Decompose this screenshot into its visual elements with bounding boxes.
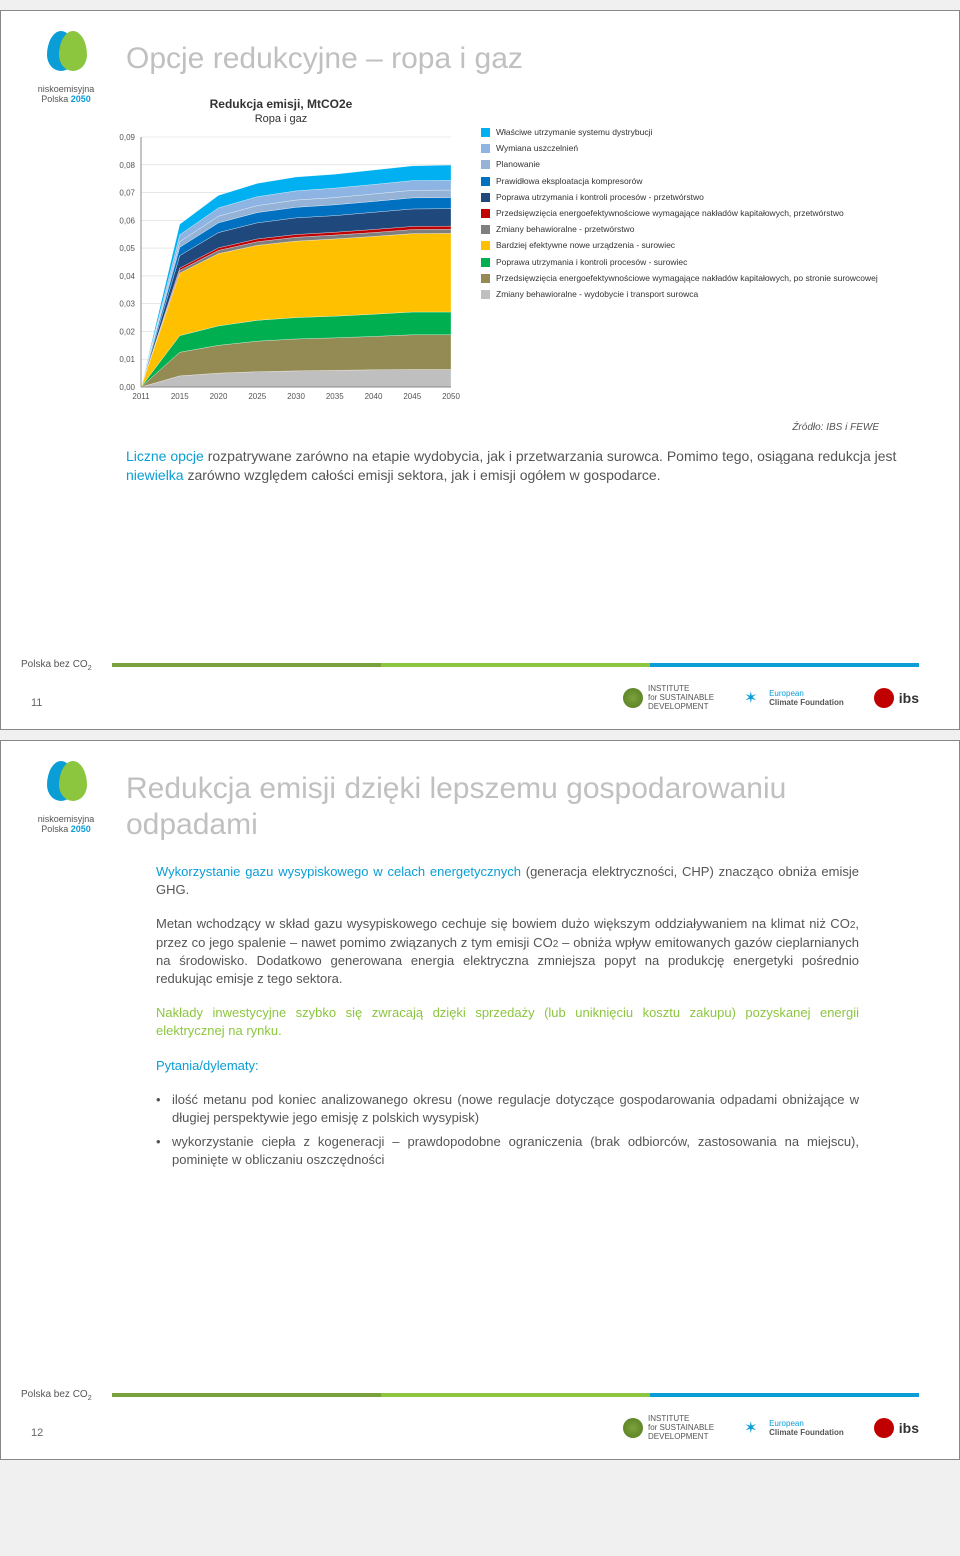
- legend-swatch: [481, 274, 490, 283]
- bullet-item: wykorzystanie ciepła z kogeneracji – pra…: [156, 1133, 859, 1169]
- chart-source: Źródło: IBS i FEWE: [41, 422, 879, 433]
- footer-logos: INSTITUTEfor SUSTAINABLEDEVELOPMENT ✶Eur…: [623, 684, 919, 711]
- svg-text:2011: 2011: [132, 392, 150, 401]
- chart-legend: Właściwe utrzymanie systemu dystrybucji W…: [481, 97, 919, 416]
- svg-text:0,07: 0,07: [119, 189, 135, 198]
- footer-bar: Polska bez CO2: [21, 661, 919, 669]
- chart-block: Redukcja emisji, MtCO2e Ropa i gaz 0,000…: [101, 97, 919, 416]
- legend-swatch: [481, 290, 490, 299]
- logo: niskoemisyjna Polska 2050: [21, 31, 111, 105]
- slide2-p1: Wykorzystanie gazu wysypiskowego w celac…: [156, 863, 859, 899]
- svg-text:2050: 2050: [442, 392, 460, 401]
- logo-ibs: ibs: [874, 1418, 919, 1438]
- legend-item: Właściwe utrzymanie systemu dystrybucji: [481, 127, 919, 137]
- slide-1: niskoemisyjna Polska 2050 Opcje redukcyj…: [0, 10, 960, 730]
- legend-item: Poprawa utrzymania i kontroli procesów -…: [481, 257, 919, 267]
- svg-text:0,09: 0,09: [119, 133, 135, 142]
- legend-swatch: [481, 128, 490, 137]
- bullet-item: ilość metanu pod koniec analizowanego ok…: [156, 1091, 859, 1127]
- page-number: 12: [31, 1427, 43, 1439]
- logo-isd: INSTITUTEfor SUSTAINABLEDEVELOPMENT: [623, 684, 714, 711]
- legend-label: Przedsięwzięcia energoefektywnościowe wy…: [496, 273, 878, 283]
- footer-brand: Polska bez CO2: [21, 659, 92, 672]
- legend-label: Przedsięwzięcia energoefektywnościowe wy…: [496, 208, 844, 218]
- svg-text:0,04: 0,04: [119, 272, 135, 281]
- legend-swatch: [481, 241, 490, 250]
- svg-text:0,01: 0,01: [119, 355, 135, 364]
- area-chart: 0,00 0,01 0,02 0,03 0,04 0,05 0,06 0,07 0,08 0,09…: [101, 131, 461, 411]
- logo-year: 2050: [71, 94, 91, 104]
- svg-text:0,02: 0,02: [119, 327, 135, 336]
- svg-text:2030: 2030: [287, 392, 305, 401]
- logo-ecf: ✶EuropeanClimate Foundation: [744, 688, 844, 708]
- footer-logos: INSTITUTEfor SUSTAINABLEDEVELOPMENT ✶Eur…: [623, 1414, 919, 1441]
- slide2-bullets: ilość metanu pod koniec analizowanego ok…: [156, 1091, 859, 1170]
- page-number: 11: [31, 697, 42, 709]
- legend-label: Poprawa utrzymania i kontroli procesów -…: [496, 257, 687, 267]
- legend-swatch: [481, 160, 490, 169]
- logo-ibs: ibs: [874, 688, 919, 708]
- legend-item: Prawidłowa eksploatacja kompresorów: [481, 176, 919, 186]
- legend-label: Planowanie: [496, 159, 540, 169]
- svg-text:0,00: 0,00: [119, 383, 135, 392]
- svg-text:2015: 2015: [171, 392, 189, 401]
- legend-item: Zmiany behawioralne - przetwórstwo: [481, 224, 919, 234]
- chart-title: Redukcja emisji, MtCO2e: [101, 97, 461, 111]
- svg-text:0,06: 0,06: [119, 216, 135, 225]
- svg-text:0,05: 0,05: [119, 244, 135, 253]
- legend-swatch: [481, 144, 490, 153]
- legend-item: Planowanie: [481, 159, 919, 169]
- legend-swatch: [481, 209, 490, 218]
- svg-text:2025: 2025: [248, 392, 266, 401]
- svg-text:2035: 2035: [326, 392, 344, 401]
- footer-bar: Polska bez CO2: [21, 1391, 919, 1399]
- slide-2: niskoemisyjna Polska 2050 Redukcja emisj…: [0, 740, 960, 1460]
- legend-swatch: [481, 225, 490, 234]
- legend-label: Poprawa utrzymania i kontroli procesów -…: [496, 192, 704, 202]
- legend-label: Prawidłowa eksploatacja kompresorów: [496, 176, 642, 186]
- svg-text:2045: 2045: [403, 392, 421, 401]
- svg-text:0,03: 0,03: [119, 300, 135, 309]
- chart-subtitle: Ropa i gaz: [101, 113, 461, 125]
- legend-swatch: [481, 193, 490, 202]
- slide2-title: Redukcja emisji dzięki lepszemu gospodar…: [126, 771, 919, 843]
- logo-line2a: Polska: [41, 94, 68, 104]
- slide2-p3: Nakłady inwestycyjne szybko się zwracają…: [156, 1004, 859, 1040]
- svg-text:2020: 2020: [210, 392, 228, 401]
- logo-isd: INSTITUTEfor SUSTAINABLEDEVELOPMENT: [623, 1414, 714, 1441]
- slide2-p4-label: Pytania/dylematy:: [156, 1057, 859, 1075]
- legend-label: Właściwe utrzymanie systemu dystrybucji: [496, 127, 652, 137]
- legend-label: Bardziej efektywne nowe urządzenia - sur…: [496, 240, 675, 250]
- legend-label: Zmiany behawioralne - wydobycie i transp…: [496, 289, 698, 299]
- legend-item: Poprawa utrzymania i kontroli procesów -…: [481, 192, 919, 202]
- svg-text:2040: 2040: [365, 392, 383, 401]
- slide1-body: Liczne opcje rozpatrywane zarówno na eta…: [126, 447, 899, 485]
- legend-item: Zmiany behawioralne - wydobycie i transp…: [481, 289, 919, 299]
- legend-item: Wymiana uszczelnień: [481, 143, 919, 153]
- legend-label: Wymiana uszczelnień: [496, 143, 578, 153]
- legend-swatch: [481, 177, 490, 186]
- logo: niskoemisyjna Polska 2050: [21, 761, 111, 835]
- logo-ecf: ✶EuropeanClimate Foundation: [744, 1418, 844, 1438]
- slide2-p2: Metan wchodzący w skład gazu wysypiskowe…: [156, 915, 859, 988]
- slide1-title: Opcje redukcyjne – ropa i gaz: [126, 41, 919, 77]
- footer-brand: Polska bez CO2: [21, 1389, 92, 1402]
- legend-item: Bardziej efektywne nowe urządzenia - sur…: [481, 240, 919, 250]
- logo-line1: niskoemisyjna: [38, 84, 95, 94]
- legend-item: Przedsięwzięcia energoefektywnościowe wy…: [481, 273, 919, 283]
- svg-text:0,08: 0,08: [119, 161, 135, 170]
- legend-swatch: [481, 258, 490, 267]
- legend-item: Przedsięwzięcia energoefektywnościowe wy…: [481, 208, 919, 218]
- legend-label: Zmiany behawioralne - przetwórstwo: [496, 224, 634, 234]
